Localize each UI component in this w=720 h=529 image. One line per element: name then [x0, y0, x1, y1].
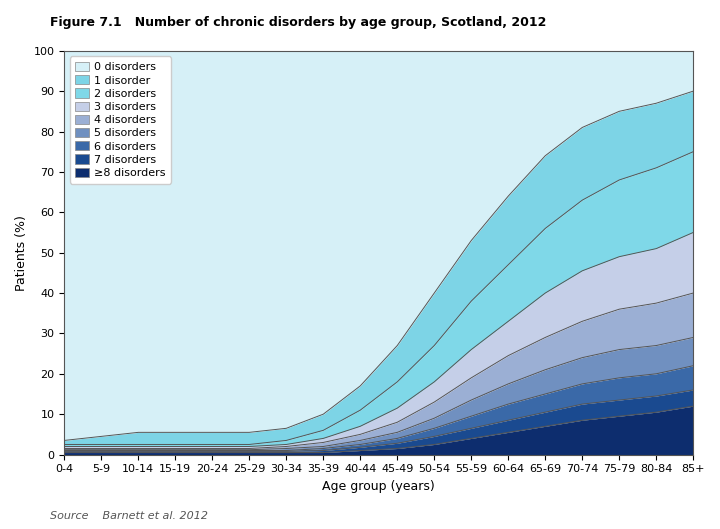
Y-axis label: Patients (%): Patients (%) — [15, 215, 28, 290]
Text: Figure 7.1   Number of chronic disorders by age group, Scotland, 2012: Figure 7.1 Number of chronic disorders b… — [50, 16, 546, 29]
X-axis label: Age group (years): Age group (years) — [323, 480, 435, 493]
Legend: 0 disorders, 1 disorder, 2 disorders, 3 disorders, 4 disorders, 5 disorders, 6 d: 0 disorders, 1 disorder, 2 disorders, 3 … — [70, 56, 171, 184]
Text: Source    Barnett et al. 2012: Source Barnett et al. 2012 — [50, 511, 208, 521]
